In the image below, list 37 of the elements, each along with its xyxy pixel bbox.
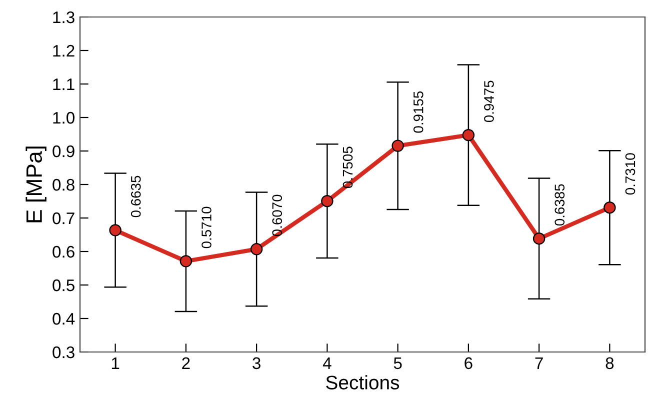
y-tick-label: 0.8 <box>52 178 74 191</box>
x-tick-label: 1 <box>112 357 120 369</box>
x-tick-label: 6 <box>464 357 472 370</box>
x-tick-label: 8 <box>606 357 614 370</box>
x-tick-label: 4 <box>322 357 332 369</box>
data-label: 0.6070 <box>272 194 282 236</box>
y-tick-label: 0.5 <box>52 279 74 292</box>
y-tick-label: 1.2 <box>53 44 74 57</box>
x-tick-label: 7 <box>535 357 543 369</box>
point <box>392 140 404 152</box>
x-tick-label: 2 <box>182 357 190 369</box>
point <box>604 202 616 214</box>
y-tick-label: 0.7 <box>52 212 74 224</box>
point <box>180 255 192 268</box>
point <box>462 128 475 142</box>
point <box>109 224 122 236</box>
y-tick-label: 1.0 <box>53 112 74 124</box>
x-axis-title: Sections <box>326 375 400 390</box>
y-tick-label: 0.6 <box>52 246 74 258</box>
y-axis-title: E [MPa] <box>26 146 46 222</box>
x-tick-label: 3 <box>252 357 260 370</box>
data-label: 0.6635 <box>130 176 141 218</box>
data-label: 0.6385 <box>554 184 565 226</box>
data-label: 0.5710 <box>202 206 212 248</box>
y-tick-label: 0.3 <box>52 346 74 358</box>
point <box>250 243 263 256</box>
data-label: 0.7310 <box>625 153 636 195</box>
point <box>532 232 546 245</box>
point <box>321 194 334 208</box>
x-tick-label: 5 <box>394 357 402 370</box>
y-tick-label: 0.4 <box>52 312 75 325</box>
y-tick-label: 1.3 <box>53 11 74 24</box>
data-label: 0.9155 <box>413 91 424 133</box>
data-label: 0.9475 <box>484 80 494 122</box>
y-tick-label: 1.1 <box>53 78 74 90</box>
y-tick-label: 0.9 <box>52 145 74 158</box>
data-label: 0.7505 <box>342 146 353 188</box>
